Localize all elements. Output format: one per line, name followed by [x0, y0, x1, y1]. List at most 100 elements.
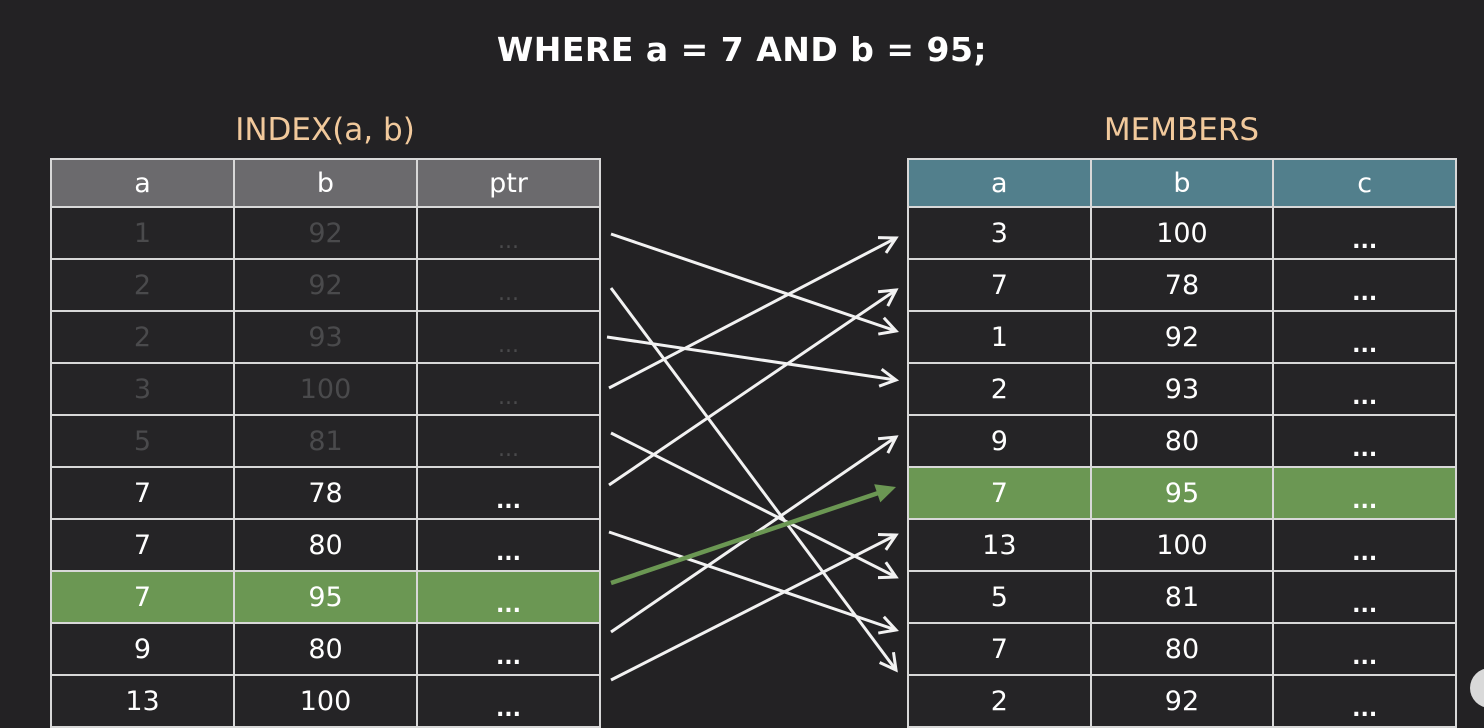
table-row: 2 93...: [50, 310, 601, 364]
table-row: 1 92...: [50, 206, 601, 260]
arrow-head-icon: [874, 484, 896, 503]
cell-a: 3: [907, 206, 1092, 260]
arrow-shaft: [608, 237, 895, 390]
cell-b: 81: [233, 414, 418, 468]
cell-b: 92: [1089, 310, 1275, 364]
cell-b: 93: [1089, 362, 1275, 416]
cell-a: 2: [50, 310, 235, 364]
cell-ptr: ...: [416, 622, 601, 676]
members-table-title: MEMBERS: [1103, 112, 1260, 148]
cell-a: 7: [907, 258, 1092, 312]
table-row: 7 80...: [50, 518, 601, 572]
cell-c: ...: [1272, 414, 1457, 468]
pointer-arrow: [609, 287, 898, 673]
cell-a: 13: [907, 518, 1092, 572]
cell-b: 92: [233, 258, 418, 312]
index-table-header: a b ptr: [50, 158, 601, 208]
cell-c: ...: [1272, 362, 1457, 416]
query-condition: WHERE a = 7 AND b = 95;: [496, 30, 988, 69]
arrow-shaft: [610, 534, 895, 682]
cell-a: 2: [907, 674, 1092, 728]
column-header-b: b: [1089, 158, 1275, 208]
cell-a: 9: [50, 622, 235, 676]
cell-b: 95: [1089, 466, 1275, 520]
cell-a: 7: [50, 518, 235, 572]
cell-a: 7: [907, 622, 1092, 676]
column-header-a: a: [907, 158, 1092, 208]
arrow-shaft: [609, 287, 897, 670]
cell-b: 95: [233, 570, 418, 624]
cell-b: 78: [233, 466, 418, 520]
table-row-highlighted: 7 95...: [907, 466, 1457, 520]
cell-b: 100: [1089, 206, 1275, 260]
table-row: 1 92...: [907, 310, 1457, 364]
cell-c: ...: [1272, 206, 1457, 260]
table-row-highlighted: 7 95...: [50, 570, 601, 624]
table-row: 9 80...: [907, 414, 1457, 468]
index-table: a b ptr 1 92... 2 92... 2 93... 3 100... 5 81... 7…: [50, 158, 601, 728]
members-table-header: a b c: [907, 158, 1457, 208]
table-row: 2 92...: [50, 258, 601, 312]
arrow-head-icon: [877, 288, 899, 307]
cell-a: 9: [907, 414, 1092, 468]
cell-b: 80: [233, 518, 418, 572]
column-header-ptr: ptr: [416, 158, 601, 208]
column-header-a: a: [50, 158, 235, 208]
cell-b: 81: [1089, 570, 1275, 624]
cell-a: 7: [907, 466, 1092, 520]
cell-a: 2: [50, 258, 235, 312]
pointer-arrow: [610, 532, 899, 682]
cell-a: 3: [50, 362, 235, 416]
cell-ptr: ...: [416, 362, 601, 416]
arrow-shaft: [608, 289, 896, 487]
pointer-arrow: [606, 335, 900, 388]
cell-c: ...: [1272, 258, 1457, 312]
cell-c: ...: [1272, 466, 1457, 520]
cell-ptr: ...: [416, 414, 601, 468]
table-row: 7 78...: [907, 258, 1457, 312]
cell-b: 80: [1089, 414, 1275, 468]
cell-a: 7: [50, 466, 235, 520]
cell-a: 2: [907, 362, 1092, 416]
highlighted-pointer-arrow: [610, 484, 896, 586]
table-row: 7 80...: [907, 622, 1457, 676]
arrow-shaft: [610, 232, 895, 332]
cell-a: 1: [50, 206, 235, 260]
pointer-arrow: [608, 236, 899, 390]
arrow-head-icon: [878, 367, 900, 388]
table-row: 2 93...: [907, 362, 1457, 416]
cell-b: 80: [1089, 622, 1275, 676]
table-row: 5 81...: [907, 570, 1457, 624]
cell-a: 13: [50, 674, 235, 728]
table-row: 13 100...: [907, 518, 1457, 572]
cell-ptr: ...: [416, 258, 601, 312]
cell-b: 92: [1089, 674, 1275, 728]
pointer-arrow: [608, 288, 899, 487]
table-row: 2 92...: [907, 674, 1457, 728]
cell-c: ...: [1272, 310, 1457, 364]
cell-b: 100: [1089, 518, 1275, 572]
arrow-shaft: [610, 489, 884, 586]
cell-c: ...: [1272, 518, 1457, 572]
arrow-head-icon: [878, 615, 899, 635]
cell-ptr: ...: [416, 570, 601, 624]
cell-a: 5: [907, 570, 1092, 624]
corner-button[interactable]: [1470, 668, 1484, 708]
column-header-b: b: [233, 158, 418, 208]
table-row: 3 100...: [907, 206, 1457, 260]
cell-b: 100: [233, 362, 418, 416]
index-table-title: INDEX(a, b): [235, 112, 415, 148]
cell-ptr: ...: [416, 518, 601, 572]
arrow-shaft: [608, 530, 895, 631]
cell-b: 80: [233, 622, 418, 676]
arrow-shaft: [610, 431, 895, 578]
table-row: 3 100...: [50, 362, 601, 416]
pointer-arrow: [608, 530, 899, 635]
cell-a: 7: [50, 570, 235, 624]
members-table: a b c 3 100... 7 78... 1 92... 2 93... 9 80... 7 95…: [907, 158, 1457, 728]
arrow-head-icon: [879, 651, 898, 673]
cell-ptr: ...: [416, 310, 601, 364]
cell-ptr: ...: [416, 466, 601, 520]
cell-a: 1: [907, 310, 1092, 364]
